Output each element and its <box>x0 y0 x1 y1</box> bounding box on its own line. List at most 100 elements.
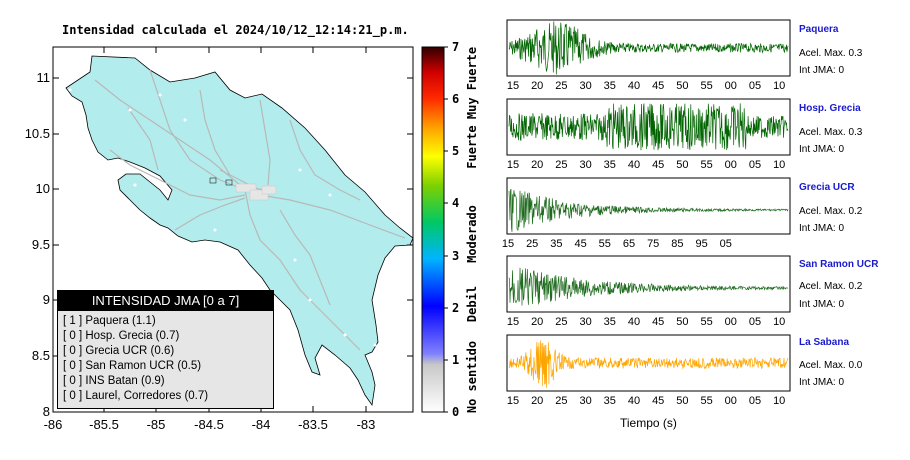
scale-tick-label: 6 <box>452 92 460 106</box>
intensity-color-bar <box>421 46 445 413</box>
trace-tick-label: 55 <box>598 238 611 250</box>
trace-tick-label: 25 <box>555 159 568 171</box>
scale-category-fuerte: Fuerte <box>465 125 479 169</box>
station-accel: Acel. Max. 0.3 <box>799 127 863 138</box>
station-accel: Acel. Max. 0.2 <box>799 281 863 292</box>
map-title: Intensidad calculada el 2024/10/12_12:14… <box>62 23 409 37</box>
trace-tick-label: 45 <box>652 395 665 407</box>
trace-tick-label: 40 <box>627 80 641 92</box>
trace-tick-label: 05 <box>748 159 762 171</box>
trace-tick-label: 75 <box>647 238 660 250</box>
trace-tick-label: 15 <box>506 316 520 328</box>
scale-category-muy-fuerte: Muy Fuerte <box>465 46 479 120</box>
trace-tick-label: 05 <box>748 395 762 407</box>
station-name: Grecia UCR <box>799 182 855 193</box>
station-intensity: Int JMA: 0 <box>799 223 845 234</box>
legend-header: INTENSIDAD JMA [0 a 7] <box>58 291 273 311</box>
lat-tick-label: 11 <box>36 70 51 85</box>
lat-tick-label: 8 <box>42 404 50 419</box>
trace-tick-label: 45 <box>652 159 665 171</box>
legend-row: [ 0 ] Hosp. Grecia (0.7) <box>63 330 180 342</box>
trace-tick-label: 50 <box>676 80 689 92</box>
trace-tick-label: 25 <box>555 316 568 328</box>
x-axis-label: Tiempo (s) <box>620 416 677 430</box>
trace-tick-label: 05 <box>748 316 762 328</box>
scale-tick-label: 0 <box>452 405 460 419</box>
trace-tick-label: 20 <box>531 395 544 407</box>
station-intensity: Int JMA: 0 <box>799 144 845 155</box>
trace-tick-label: 40 <box>627 395 641 407</box>
trace-tick-label: 35 <box>603 395 616 407</box>
legend-row: [ 0 ] Laurel, Corredores (0.7) <box>63 390 209 402</box>
trace-tick-label: 35 <box>603 316 616 328</box>
trace-tick-label: 00 <box>724 395 737 407</box>
lon-tick-label: -85 <box>146 417 166 432</box>
lat-tick-label: 10.5 <box>24 126 50 141</box>
lon-tick-label: -86 <box>43 417 63 432</box>
trace-tick-label: 15 <box>506 159 520 171</box>
trace-tick-label: 00 <box>724 316 737 328</box>
trace-tick-label: 55 <box>700 159 713 171</box>
station-intensity: Int JMA: 0 <box>799 377 845 388</box>
trace-tick-label: 40 <box>627 316 641 328</box>
scale-tick-label: 7 <box>452 40 460 54</box>
trace-tick-label: 15 <box>506 80 520 92</box>
station-accel: Acel. Max. 0.0 <box>799 360 863 371</box>
trace-tick-label: 25 <box>555 80 568 92</box>
seismic-trace <box>508 21 789 75</box>
trace-tick-label: 35 <box>603 80 616 92</box>
trace-tick-label: 30 <box>579 80 592 92</box>
trace-tick-label: 50 <box>676 395 689 407</box>
trace-tick-label: 65 <box>622 238 636 250</box>
trace-tick-label: 50 <box>676 159 689 171</box>
trace-tick-label: 15 <box>501 238 515 250</box>
trace-tick-label: 20 <box>531 159 544 171</box>
trace-tick-label: 15 <box>506 395 520 407</box>
trace-tick-label: 30 <box>579 395 592 407</box>
trace-tick-label: 30 <box>579 316 592 328</box>
scale-category-no-sentido: No sentido <box>465 340 479 414</box>
trace-tick-label: 10 <box>773 159 786 171</box>
trace-tick-label: 25 <box>555 395 568 407</box>
trace-tick-label: 20 <box>531 316 544 328</box>
trace-tick-label: 30 <box>579 159 592 171</box>
trace-tick-label: 55 <box>700 316 713 328</box>
legend-row: [ 1 ] Paquera (1.1) <box>63 315 156 327</box>
trace-tick-label: 35 <box>603 159 616 171</box>
trace-tick-label: 95 <box>695 238 708 250</box>
trace-tick-label: 05 <box>719 238 732 250</box>
station-accel: Acel. Max. 0.2 <box>799 206 863 217</box>
lon-tick-label: -85.5 <box>89 417 119 432</box>
legend-row: [ 0 ] INS Batan (0.9) <box>63 375 165 387</box>
station-name: Paquera <box>799 24 839 35</box>
trace-tick-label: 45 <box>652 80 665 92</box>
town-markers <box>68 88 377 347</box>
seismic-trace <box>508 267 789 306</box>
legend-row: [ 0 ] Grecia UCR (0.6) <box>63 345 175 357</box>
lat-tick-label: 10 <box>35 181 50 196</box>
legend-row: [ 0 ] San Ramon UCR (0.5) <box>63 360 202 372</box>
trace-frames <box>506 19 791 392</box>
lat-tick-label: 8.5 <box>31 348 50 363</box>
lon-tick-label: -83 <box>356 417 376 432</box>
lat-tick-label: 9.5 <box>31 237 50 252</box>
trace-tick-label: 40 <box>627 159 641 171</box>
station-accel: Acel. Max. 0.3 <box>799 48 863 59</box>
station-name: Hosp. Grecia <box>799 103 861 114</box>
trace-tick-label: 25 <box>526 238 539 250</box>
trace-tick-label: 45 <box>574 238 587 250</box>
seismic-trace <box>508 340 789 388</box>
scale-tick-label: 4 <box>452 196 460 210</box>
lon-tick-label: -83.5 <box>298 417 328 432</box>
costa-rica-land <box>65 55 414 407</box>
trace-tick-label: 45 <box>652 316 665 328</box>
seismic-traces <box>508 21 789 388</box>
trace-tick-label: 10 <box>773 80 786 92</box>
scale-category-moderado: Moderado <box>465 205 479 263</box>
seismic-trace <box>508 188 789 232</box>
lon-tick-label: -84.5 <box>194 417 224 432</box>
urban-areas <box>209 177 277 201</box>
trace-tick-label: 55 <box>700 395 713 407</box>
station-name: San Ramon UCR <box>799 259 879 270</box>
scale-tick-label: 5 <box>452 144 460 158</box>
